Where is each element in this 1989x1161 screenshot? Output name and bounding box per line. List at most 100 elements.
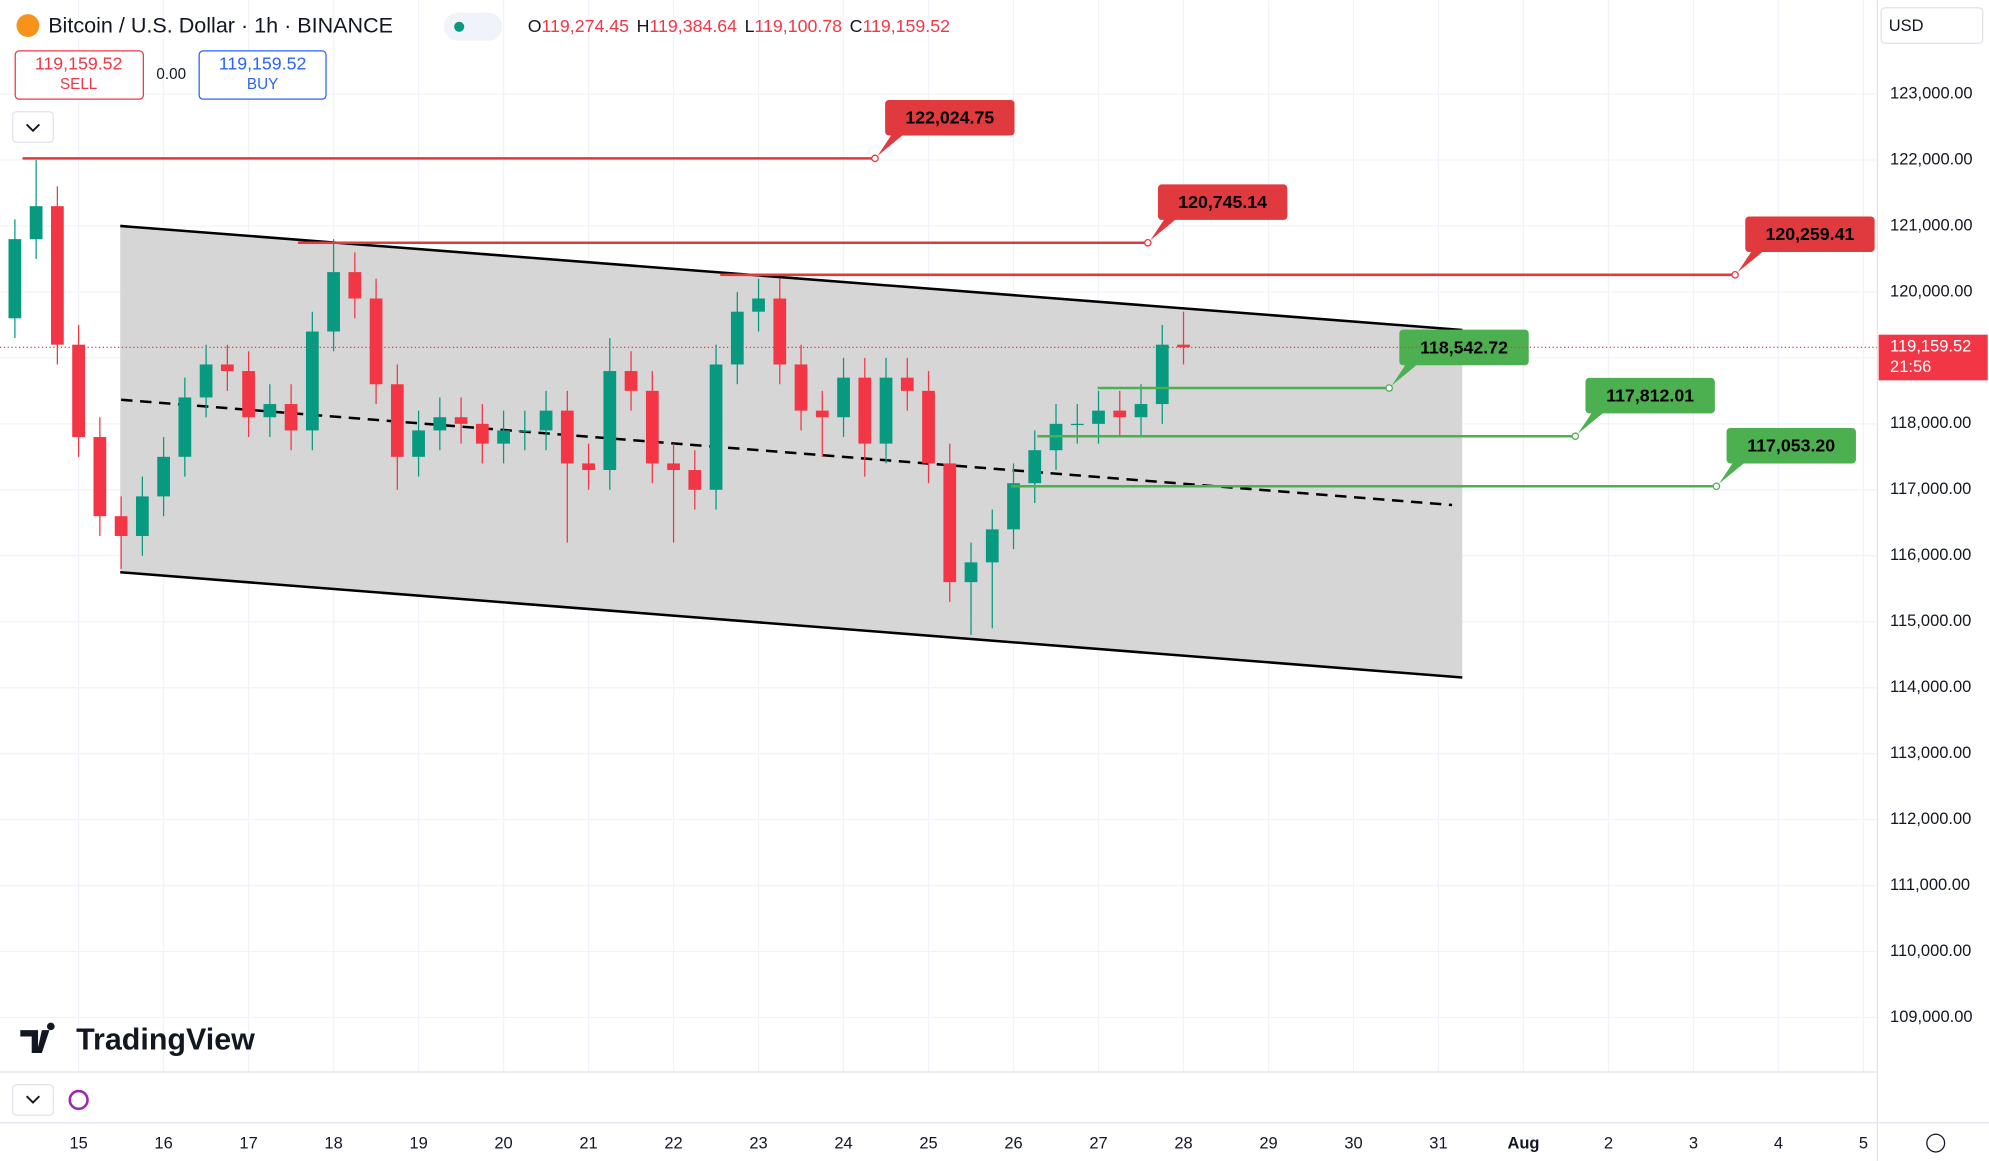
candle-body (327, 272, 340, 332)
candle-body (157, 456, 170, 497)
x-tick-label: 19 (409, 1135, 427, 1153)
sell-button[interactable] (14, 50, 144, 100)
settings-icon[interactable] (1926, 1133, 1946, 1153)
x-tick-label: 26 (1004, 1135, 1022, 1153)
x-tick-label: 24 (834, 1135, 852, 1153)
y-tick-label: 112,000.00 (1890, 810, 1971, 828)
ohlc: O119,274.45 H119,384.64 L119,100.78 C119,15… (528, 15, 950, 35)
chevron (25, 123, 40, 133)
bottom-collapse[interactable] (12, 1084, 54, 1116)
x-tick-label: 22 (664, 1135, 682, 1153)
candle-body (603, 371, 617, 471)
candle-body (518, 430, 532, 432)
axes: 109,000.00 110,000.00 111,000.00 112,000.00… (69, 84, 1988, 1153)
candle-body (1113, 410, 1127, 418)
ohlc-value: 119,159.52 (862, 15, 950, 35)
candle-body (454, 417, 468, 424)
x-tick-label: 17 (239, 1135, 257, 1153)
candle-body (1155, 344, 1169, 405)
chevron (25, 1095, 40, 1104)
candle-body (730, 311, 744, 365)
candle-body (539, 410, 553, 431)
candle-body (624, 371, 638, 391)
candle-body (667, 463, 680, 471)
candle-body (752, 298, 765, 312)
ohlc-key: L (745, 15, 755, 35)
ohlc-key: C (850, 15, 863, 35)
x-tick-label: 15 (69, 1135, 87, 1153)
replay-icon[interactable] (68, 1089, 89, 1111)
currency: USD (1889, 17, 1924, 35)
callout-box (1157, 184, 1288, 220)
header: Bitcoin / U.S. Dollar · 1h · BINANCE O11… (12, 12, 950, 143)
candle-body (50, 206, 64, 345)
candle-body (178, 397, 192, 457)
candle-body (390, 384, 404, 457)
candle-body (837, 377, 850, 418)
candle-body (560, 410, 574, 464)
y-tick-label: 123,000.00 (1890, 84, 1973, 102)
buy-button[interactable] (198, 50, 327, 100)
ohlc-value: 119,274.45 (542, 15, 630, 35)
candle-body (199, 364, 213, 398)
sell-label: SELL (60, 76, 97, 93)
level-handle (1712, 482, 1721, 491)
candle-body (305, 331, 319, 431)
x-tick-label: 21 (579, 1135, 597, 1153)
callout-box (1585, 377, 1715, 414)
candle-body (858, 377, 872, 444)
candle-body (263, 404, 277, 418)
y-tick-label: 121,000.00 (1890, 216, 1973, 234)
candle-body (900, 377, 914, 391)
x-tick-label: 25 (919, 1135, 937, 1153)
x-tick-label: 20 (494, 1135, 512, 1153)
level-handle (1144, 238, 1152, 247)
channel-lower (120, 570, 1463, 679)
callout (1577, 410, 1606, 434)
symbol-icon (16, 14, 40, 37)
collapse-button[interactable] (12, 111, 54, 143)
level-handle (1731, 270, 1739, 279)
status-pill[interactable] (443, 12, 503, 41)
level-handle (871, 154, 879, 163)
y-tick-label: 113,000.00 (1890, 744, 1971, 762)
candle-body (645, 390, 659, 464)
candle-body (114, 516, 128, 536)
candle-body (773, 298, 787, 365)
currency-button[interactable] (1880, 7, 1984, 44)
candle-body (93, 437, 107, 517)
symbol-title: Bitcoin / U.S. Dollar · 1h · BINANCE (48, 12, 393, 37)
callout-box (885, 100, 1015, 136)
countdown: 21:56 (1890, 358, 1931, 376)
candle-body (220, 364, 234, 372)
x-tick-label: 23 (749, 1135, 767, 1153)
y-tick-label: 118,000.00 (1890, 414, 1971, 432)
x-tick-label: 4 (1774, 1135, 1783, 1153)
candle-body (582, 463, 595, 471)
last-price-label: 119,159.52 (1890, 338, 1971, 356)
candle-body (1134, 404, 1148, 418)
x-tick-label: 5 (1859, 1135, 1868, 1153)
callout (1150, 217, 1179, 241)
sell-price: 119,159.52 (35, 54, 123, 74)
buy-price: 119,159.52 (219, 54, 307, 74)
candle-body (1092, 410, 1105, 424)
callout-box (1399, 329, 1529, 366)
level-handle (1571, 432, 1580, 441)
candle-body (348, 272, 362, 299)
candle-body (794, 364, 808, 411)
callout (1718, 460, 1747, 484)
callout (1391, 362, 1420, 386)
x-tick-label: 16 (154, 1135, 172, 1153)
candle-body (879, 377, 893, 444)
candle-body (284, 404, 298, 431)
x-tick-label: 3 (1689, 1135, 1698, 1153)
candle-body (1028, 450, 1042, 484)
candle-body (943, 463, 957, 583)
level-label: 117,053.20 (1747, 436, 1835, 456)
candle-body (135, 496, 149, 536)
candle-body (688, 470, 702, 490)
candle-body (412, 430, 425, 457)
